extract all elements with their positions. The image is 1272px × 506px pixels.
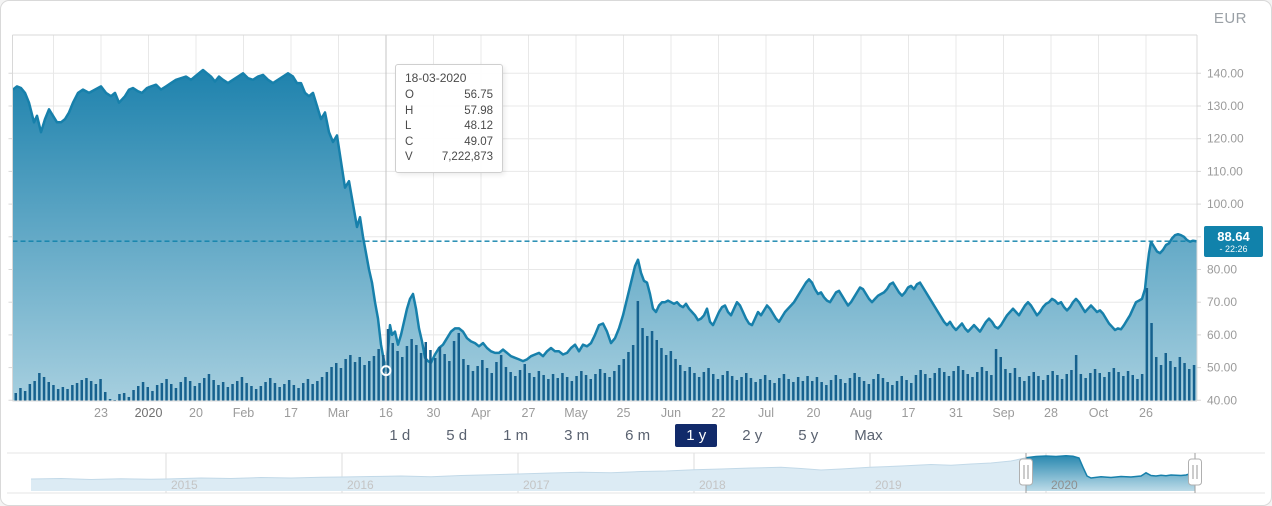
svg-text:Jun: Jun [661,406,681,420]
svg-text:20: 20 [189,406,203,420]
svg-text:2020: 2020 [135,406,163,420]
svg-text:17: 17 [284,406,298,420]
tooltip-high-row: H 57.98 [405,104,493,120]
navigator-selected-range[interactable] [31,455,1195,491]
navigator-series-pale [31,455,1195,491]
navigator-year-label: 2018 [699,478,726,492]
navigator-year-label: 2016 [347,478,374,492]
range-button-3m[interactable]: 3 m [553,424,600,447]
svg-text:25: 25 [617,406,631,420]
navigator[interactable]: 2015 2016 2017 2018 2019 2020 [7,452,1265,494]
svg-text:50.00: 50.00 [1207,361,1237,375]
price-line [12,68,1198,373]
svg-text:120.00: 120.00 [1207,132,1244,146]
tooltip-volume-row: V 7,222,873 [405,150,493,166]
navigator-year-label: 2015 [171,478,198,492]
svg-text:22: 22 [712,406,726,420]
ohlc-tooltip: 18-03-2020 O 56.75 H 57.98 L 48.12 C 49.… [395,64,503,173]
range-button-6m[interactable]: 6 m [614,424,661,447]
current-price-badge: 88.64 - 22:26 [1204,226,1263,257]
range-button-5y[interactable]: 5 y [787,424,829,447]
svg-text:26: 26 [1139,406,1153,420]
range-button-1d[interactable]: 1 d [378,424,421,447]
svg-text:30: 30 [427,406,441,420]
svg-text:70.00: 70.00 [1207,295,1237,309]
svg-text:31: 31 [949,406,963,420]
svg-text:May: May [564,406,588,420]
currency-label: EUR [1213,10,1247,27]
navigator-year-label: 2019 [875,478,902,492]
svg-text:17: 17 [902,406,916,420]
svg-text:16: 16 [379,406,393,420]
svg-text:110.00: 110.00 [1207,164,1243,178]
tooltip-volume-label: V [405,151,413,163]
range-button-1m[interactable]: 1 m [492,424,539,447]
range-button-2y[interactable]: 2 y [731,424,773,447]
range-button-1y[interactable]: 1 y [675,424,718,447]
selected-point-marker [380,365,392,377]
y-axis-labels: 140.00130.00120.00110.00100.0090.0080.00… [1207,66,1244,407]
svg-text:Sep: Sep [992,406,1014,420]
svg-text:Aug: Aug [850,406,872,420]
navigator-year-label: 2017 [523,478,550,492]
svg-text:80.00: 80.00 [1207,263,1237,277]
tooltip-low-label: L [405,120,412,132]
svg-text:28: 28 [1044,406,1058,420]
range-button-5d[interactable]: 5 d [435,424,478,447]
navigator-left-handle[interactable] [1019,458,1033,486]
svg-text:27: 27 [522,406,536,420]
navigator-right-handle[interactable] [1188,458,1202,486]
svg-text:60.00: 60.00 [1207,328,1237,342]
svg-text:Feb: Feb [233,406,255,420]
range-selector: 1 d 5 d 1 m 3 m 6 m 1 y 2 y 5 y Max [1,424,1271,447]
tooltip-high-label: H [405,104,414,117]
tooltip-open-value: 56.75 [464,89,493,101]
svg-text:40.00: 40.00 [1207,393,1237,407]
volume-bars [14,288,1196,401]
plot-border [12,34,1198,402]
svg-text:140.00: 140.00 [1207,66,1244,80]
svg-text:Oct: Oct [1089,406,1109,420]
session-countdown: - 22:26 [1219,244,1248,254]
tooltip-close-value: 49.07 [464,135,493,148]
tooltip-low-value: 48.12 [464,120,493,132]
x-axis-labels: 23 2020 20 Feb 17 Mar 16 30 Apr 27 May 25 Jun 22 Jul 20… [94,406,1153,420]
tooltip-high-value: 57.98 [464,104,493,117]
tooltip-close-label: C [405,135,414,148]
navigator-year-label: 2020 [1051,478,1078,492]
svg-text:Jul: Jul [758,406,774,420]
tooltip-close-row: C 49.07 [405,135,493,151]
svg-text:20: 20 [807,406,821,420]
tooltip-open-label: O [405,89,414,101]
tooltip-volume-value: 7,222,873 [441,151,493,163]
tooltip-low-row: L 48.12 [405,119,493,135]
svg-text:Apr: Apr [471,406,490,420]
range-button-max[interactable]: Max [843,424,893,447]
price-area [13,70,1197,401]
svg-text:23: 23 [94,406,108,420]
svg-text:Mar: Mar [328,406,350,420]
tooltip-open-row: O 56.75 [405,88,493,104]
tooltip-date: 18-03-2020 [405,71,467,85]
svg-text:130.00: 130.00 [1207,99,1244,113]
svg-text:100.00: 100.00 [1207,197,1244,211]
current-price-value: 88.64 [1217,229,1250,244]
